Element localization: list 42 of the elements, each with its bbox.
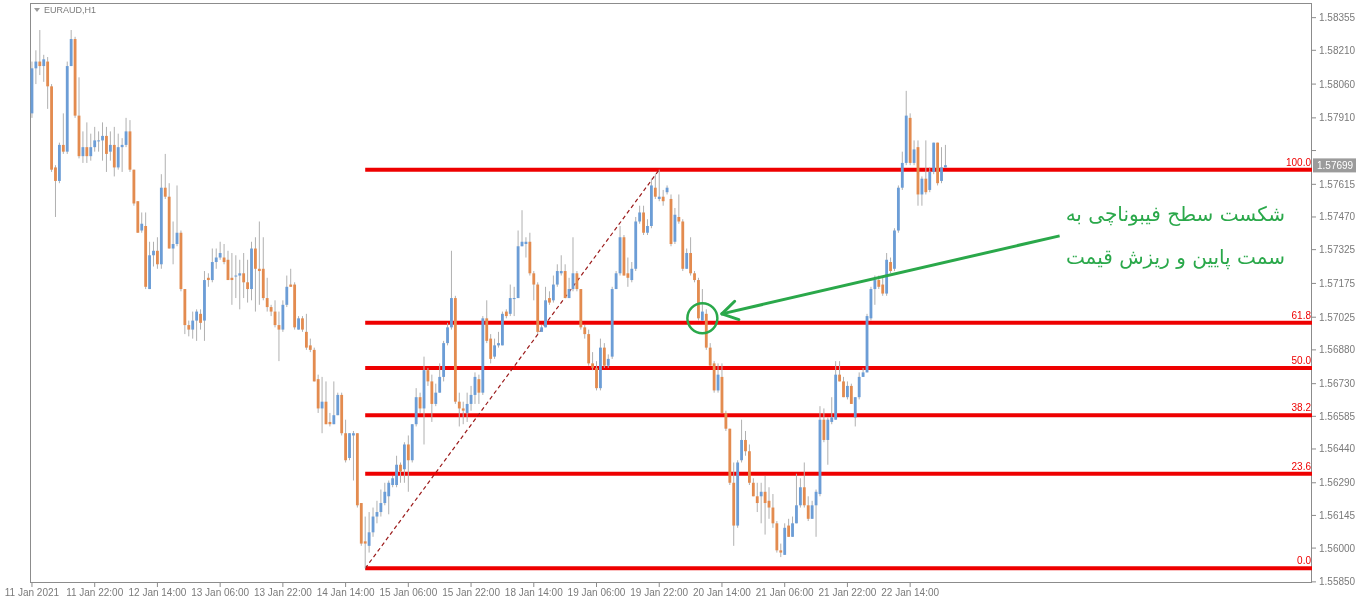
level-label: 38.2 xyxy=(1291,402,1311,414)
x-tick-label: 19 Jan 06:00 xyxy=(567,587,626,598)
x-tick-label: 13 Jan 22:00 xyxy=(253,587,312,598)
level-label: 0.0 xyxy=(1297,555,1311,567)
y-tick-label: 1.56730 xyxy=(1319,378,1356,390)
x-tick-label: 11 Jan 2021 xyxy=(4,587,60,598)
y-tick-label: 1.56585 xyxy=(1319,410,1356,422)
annotation-text: سمت پایین و ریزش قیمت xyxy=(1066,245,1285,270)
title: EURAUD,H1 xyxy=(44,5,96,15)
x-tick-label: 13 Jan 06:00 xyxy=(191,587,250,598)
y-tick-label: 1.56290 xyxy=(1319,477,1356,489)
x-tick-label: 19 Jan 22:00 xyxy=(630,587,689,598)
level-label: 23.6 xyxy=(1291,460,1311,472)
x-tick-label: 20 Jan 14:00 xyxy=(693,587,751,598)
y-tick-label: 1.58355 xyxy=(1319,12,1356,24)
x-tick-label: 21 Jan 06:00 xyxy=(755,587,814,598)
y-tick-label: 1.57175 xyxy=(1319,277,1356,289)
level-label: 50.0 xyxy=(1291,354,1311,366)
x-tick-label: 18 Jan 14:00 xyxy=(504,587,563,598)
y-tick-label: 1.57325 xyxy=(1319,244,1356,256)
y-tick-label: 1.56000 xyxy=(1319,542,1356,554)
level-label: 100.0 xyxy=(1285,156,1311,168)
y-tick-label: 1.55850 xyxy=(1319,576,1356,588)
x-tick-label: 14 Jan 14:00 xyxy=(316,587,375,598)
level-label: 61.8 xyxy=(1291,309,1311,321)
y-tick-label: 1.56880 xyxy=(1319,344,1356,356)
y-tick-label: 1.57470 xyxy=(1319,211,1356,223)
x-tick-label: 12 Jan 14:00 xyxy=(128,587,187,598)
price-tag-text: 1.57699 xyxy=(1317,159,1354,171)
x-tick-label: 11 Jan 22:00 xyxy=(66,587,124,598)
x-tick-label: 15 Jan 06:00 xyxy=(379,587,438,598)
y-tick-label: 1.58060 xyxy=(1319,78,1356,90)
x-tick-label: 15 Jan 22:00 xyxy=(442,587,500,598)
y-tick-label: 1.56440 xyxy=(1319,443,1356,455)
x-tick-label: 22 Jan 14:00 xyxy=(881,587,940,598)
y-tick-label: 1.57025 xyxy=(1319,311,1356,323)
y-tick-label: 1.56145 xyxy=(1319,509,1356,521)
y-tick-label: 1.57910 xyxy=(1319,112,1356,124)
y-tick-label: 1.57615 xyxy=(1319,178,1356,190)
annotation-text: شکست سطح فیبوناچی به xyxy=(1065,202,1285,227)
y-tick-label: 1.58210 xyxy=(1319,44,1356,56)
x-tick-label: 21 Jan 22:00 xyxy=(818,587,877,598)
